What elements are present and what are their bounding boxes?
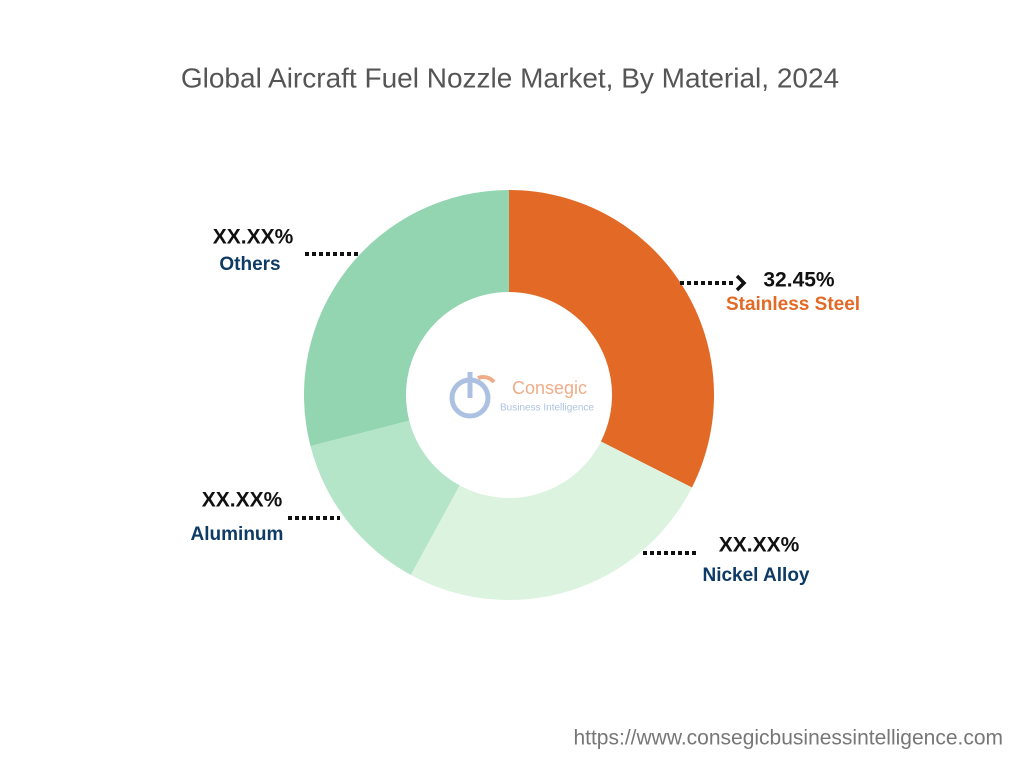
category-label: Nickel Alloy [702,565,809,586]
category-label: Stainless Steel [726,294,860,315]
category-label: Aluminum [191,524,284,545]
slice [410,441,692,600]
value-label: XX.XX% [202,489,283,512]
donut [304,190,714,600]
leader-arrow [735,274,747,292]
slice [310,420,460,575]
footer-url: https://www.consegicbusinessintelligence… [573,727,1003,750]
category-label: Others [219,254,280,275]
value-label: XX.XX% [719,534,800,557]
slice [509,190,714,488]
value-label: 32.45% [763,269,835,292]
watermark-name: Consegic [512,378,587,398]
watermark: Consegic Business Intelligence [449,372,594,419]
chart-title: Global Aircraft Fuel Nozzle Market, By M… [181,62,839,93]
watermark-tagline: Business Intelligence [500,403,594,414]
logo-arc [477,374,496,384]
slice [304,190,509,446]
value-label: XX.XX% [213,226,294,249]
